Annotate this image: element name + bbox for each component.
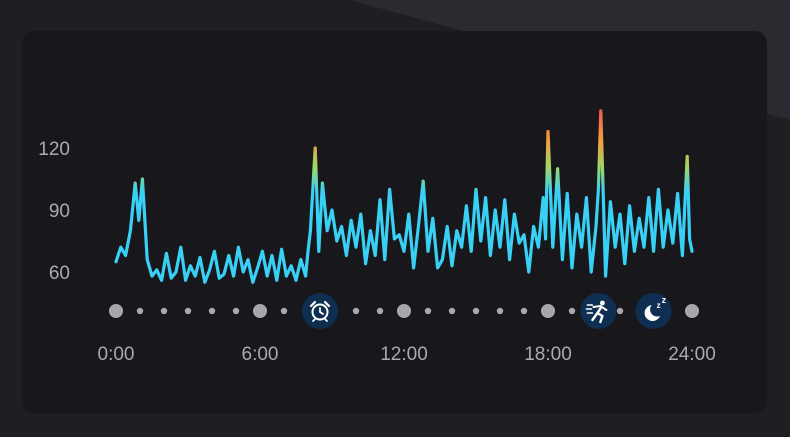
timeline-dot (208, 307, 216, 315)
timeline-dot (568, 307, 576, 315)
x-tick-label: 24:00 (668, 344, 716, 365)
timeline-dot (232, 307, 240, 315)
series-layer (114, 109, 694, 284)
timeline-dot (472, 307, 480, 315)
timeline-dot (685, 304, 699, 318)
timeline-dot (253, 304, 267, 318)
timeline-dot (424, 307, 432, 315)
timeline-dot (109, 304, 123, 318)
svg-text:z: z (657, 301, 661, 310)
timeline-dot (160, 307, 168, 315)
alarm-clock-icon[interactable] (302, 293, 338, 329)
timeline-dot (280, 307, 288, 315)
y-tick-label: 60 (49, 263, 70, 284)
x-tick-label: 6:00 (242, 344, 279, 365)
x-tick-label: 18:00 (524, 344, 572, 365)
x-axis: 0:00 6:00 12:00 18:00 24:00 (98, 344, 716, 365)
heart-rate-line (114, 109, 694, 284)
timeline-dot (616, 307, 624, 315)
x-tick-label: 12:00 (380, 344, 428, 365)
x-tick-label: 0:00 (98, 344, 135, 365)
timeline-dot (376, 307, 384, 315)
timeline-dot (448, 307, 456, 315)
running-person-icon[interactable] (580, 293, 617, 329)
timeline-dot (184, 307, 192, 315)
timeline-dot (496, 307, 504, 315)
moon-sleep-icon[interactable]: zz (635, 293, 672, 329)
timeline-dot (136, 307, 144, 315)
timeline-dot (520, 307, 528, 315)
timeline-dot (541, 304, 555, 318)
timeline-dot (397, 304, 411, 318)
y-tick-label: 120 (38, 139, 70, 160)
timeline-layer: zz (109, 293, 699, 329)
timeline-dot (352, 307, 360, 315)
y-tick-label: 90 (49, 201, 70, 222)
y-axis: 60 90 120 (38, 139, 70, 284)
svg-text:z: z (662, 295, 667, 305)
